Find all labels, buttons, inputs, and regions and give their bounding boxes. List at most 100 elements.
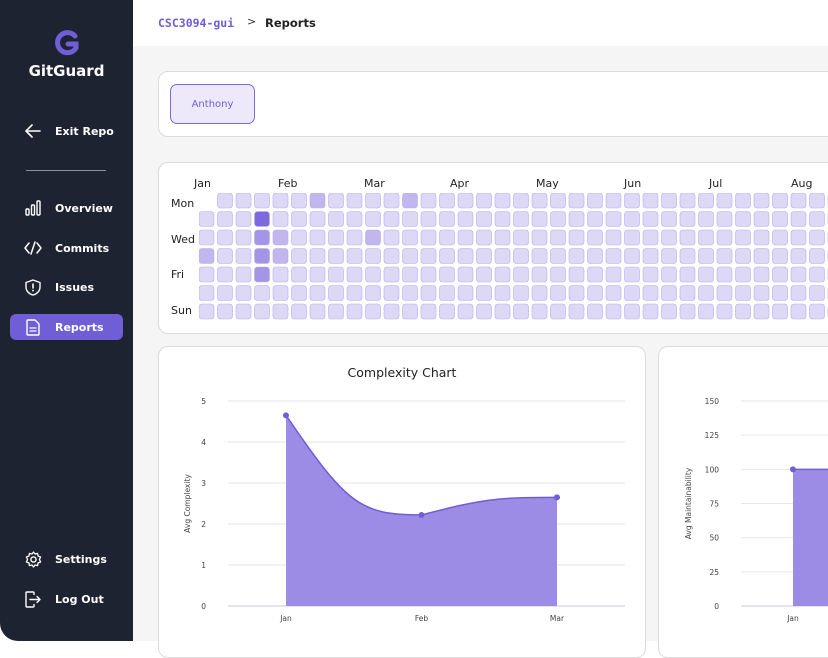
- heatmap-cell[interactable]: [624, 248, 640, 264]
- heatmap-cell[interactable]: [383, 193, 400, 209]
- heatmap-cell[interactable]: [698, 285, 714, 301]
- heatmap-cell[interactable]: [790, 303, 807, 320]
- heatmap-cell[interactable]: [753, 266, 770, 283]
- heatmap-cell[interactable]: [420, 303, 437, 320]
- heatmap-cell[interactable]: [568, 285, 585, 301]
- heatmap-cell[interactable]: [420, 211, 437, 227]
- heatmap-cell[interactable]: [420, 229, 437, 246]
- heatmap-cell[interactable]: [772, 229, 788, 246]
- heatmap-cell[interactable]: [716, 248, 733, 264]
- logout-button[interactable]: Log Out: [10, 586, 123, 612]
- heatmap-cell[interactable]: [199, 211, 215, 227]
- heatmap-cell[interactable]: [199, 285, 215, 301]
- heatmap-cell[interactable]: [328, 266, 344, 283]
- heatmap-cell[interactable]: [716, 229, 733, 246]
- heatmap-cell[interactable]: [587, 193, 603, 209]
- heatmap-cell[interactable]: [550, 193, 566, 209]
- heatmap-cell[interactable]: [494, 285, 511, 301]
- heatmap-cell[interactable]: [735, 211, 751, 227]
- heatmap-cell[interactable]: [476, 303, 492, 320]
- heatmap-cell[interactable]: [328, 211, 344, 227]
- heatmap-cell[interactable]: [753, 285, 770, 301]
- heatmap-cell[interactable]: [531, 266, 548, 283]
- heatmap-cell[interactable]: [309, 266, 326, 283]
- heatmap-cell[interactable]: [661, 211, 677, 227]
- heatmap-cell[interactable]: [513, 193, 529, 209]
- heatmap-cell[interactable]: [605, 266, 622, 283]
- heatmap-cell[interactable]: [790, 285, 807, 301]
- heatmap-cell[interactable]: [587, 211, 603, 227]
- heatmap-cell[interactable]: [235, 303, 252, 320]
- heatmap-cell[interactable]: [568, 211, 585, 227]
- heatmap-cell[interactable]: [291, 285, 307, 301]
- heatmap-cell[interactable]: [217, 193, 233, 209]
- heatmap-cell[interactable]: [624, 229, 640, 246]
- heatmap-cell[interactable]: [328, 193, 344, 209]
- heatmap-cell[interactable]: [716, 303, 733, 320]
- heatmap-cell[interactable]: [716, 211, 733, 227]
- heatmap-cell[interactable]: [735, 193, 751, 209]
- heatmap-cell[interactable]: [309, 248, 326, 264]
- heatmap-cell[interactable]: [309, 229, 326, 246]
- heatmap-cell[interactable]: [753, 211, 770, 227]
- heatmap-cell[interactable]: [346, 193, 363, 209]
- heatmap-cell[interactable]: [272, 266, 289, 283]
- heatmap-cell[interactable]: [420, 193, 437, 209]
- heatmap-cell[interactable]: [679, 193, 696, 209]
- heatmap-cell[interactable]: [254, 229, 270, 246]
- heatmap-cell[interactable]: [402, 211, 418, 227]
- heatmap-cell[interactable]: [365, 211, 381, 227]
- heatmap-cell[interactable]: [642, 266, 659, 283]
- heatmap-cell[interactable]: [328, 303, 344, 320]
- heatmap-cell[interactable]: [291, 248, 307, 264]
- heatmap-cell[interactable]: [291, 229, 307, 246]
- heatmap-cell[interactable]: [790, 248, 807, 264]
- heatmap-cell[interactable]: [531, 248, 548, 264]
- heatmap-cell[interactable]: [420, 266, 437, 283]
- heatmap-cell[interactable]: [661, 248, 677, 264]
- heatmap-cell[interactable]: [772, 285, 788, 301]
- heatmap-cell[interactable]: [235, 248, 252, 264]
- heatmap-cell[interactable]: [217, 266, 233, 283]
- heatmap-cell[interactable]: [550, 285, 566, 301]
- heatmap-cell[interactable]: [235, 285, 252, 301]
- heatmap-cell[interactable]: [587, 229, 603, 246]
- heatmap-cell[interactable]: [272, 285, 289, 301]
- heatmap-cell[interactable]: [735, 229, 751, 246]
- heatmap-cell[interactable]: [291, 303, 307, 320]
- heatmap-cell[interactable]: [790, 229, 807, 246]
- heatmap-cell[interactable]: [809, 248, 825, 264]
- heatmap-cell[interactable]: [383, 266, 400, 283]
- heatmap-cell[interactable]: [457, 211, 474, 227]
- heatmap-cell[interactable]: [402, 248, 418, 264]
- heatmap-cell[interactable]: [679, 248, 696, 264]
- heatmap-cell[interactable]: [402, 285, 418, 301]
- heatmap-cell[interactable]: [587, 303, 603, 320]
- heatmap-cell[interactable]: [494, 248, 511, 264]
- heatmap-cell[interactable]: [272, 303, 289, 320]
- heatmap-cell[interactable]: [476, 211, 492, 227]
- heatmap-cell[interactable]: [679, 229, 696, 246]
- sidebar-item-commits[interactable]: Commits: [10, 235, 123, 261]
- heatmap-cell[interactable]: [809, 211, 825, 227]
- heatmap-cell[interactable]: [439, 303, 455, 320]
- heatmap-cell[interactable]: [716, 285, 733, 301]
- heatmap-cell[interactable]: [698, 211, 714, 227]
- heatmap-cell[interactable]: [420, 285, 437, 301]
- heatmap-cell[interactable]: [587, 248, 603, 264]
- heatmap-cell[interactable]: [605, 285, 622, 301]
- heatmap-cell[interactable]: [661, 266, 677, 283]
- heatmap-cell[interactable]: [235, 193, 252, 209]
- heatmap-cell[interactable]: [457, 285, 474, 301]
- heatmap-cell[interactable]: [217, 248, 233, 264]
- heatmap-cell[interactable]: [698, 229, 714, 246]
- heatmap-cell[interactable]: [624, 211, 640, 227]
- heatmap-cell[interactable]: [383, 285, 400, 301]
- heatmap-cell[interactable]: [235, 229, 252, 246]
- heatmap-cell[interactable]: [809, 266, 825, 283]
- heatmap-cell[interactable]: [199, 248, 215, 264]
- heatmap-cell[interactable]: [494, 193, 511, 209]
- heatmap-cell[interactable]: [735, 266, 751, 283]
- heatmap-cell[interactable]: [291, 211, 307, 227]
- heatmap-cell[interactable]: [309, 285, 326, 301]
